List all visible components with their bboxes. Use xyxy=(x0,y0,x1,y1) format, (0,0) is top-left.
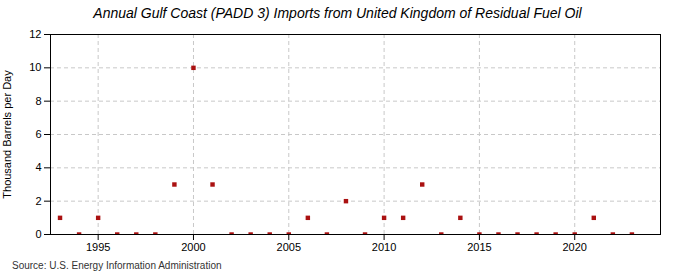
svg-text:10: 10 xyxy=(29,61,41,73)
svg-text:2020: 2020 xyxy=(562,241,586,253)
svg-text:4: 4 xyxy=(35,161,41,173)
svg-text:0: 0 xyxy=(35,228,41,240)
svg-text:2000: 2000 xyxy=(181,241,205,253)
svg-text:8: 8 xyxy=(35,95,41,107)
html-text:Annual Gulf Coast (PADD 3) Imp: Annual Gulf Coast (PADD 3) Imports from … xyxy=(93,5,582,21)
svg-text:6: 6 xyxy=(35,128,41,140)
svg-text:2015: 2015 xyxy=(467,241,491,253)
html-text:Source: U.S. Energy Informatio: Source: U.S. Energy Information Administ… xyxy=(12,260,222,271)
svg-text:12: 12 xyxy=(29,28,41,40)
svg-text:2005: 2005 xyxy=(277,241,301,253)
svg-text:1995: 1995 xyxy=(86,241,110,253)
svg-text:Thousand Barrels per Day: Thousand Barrels per Day xyxy=(1,70,13,199)
svg-text:2010: 2010 xyxy=(372,241,396,253)
svg-text:2: 2 xyxy=(35,195,41,207)
